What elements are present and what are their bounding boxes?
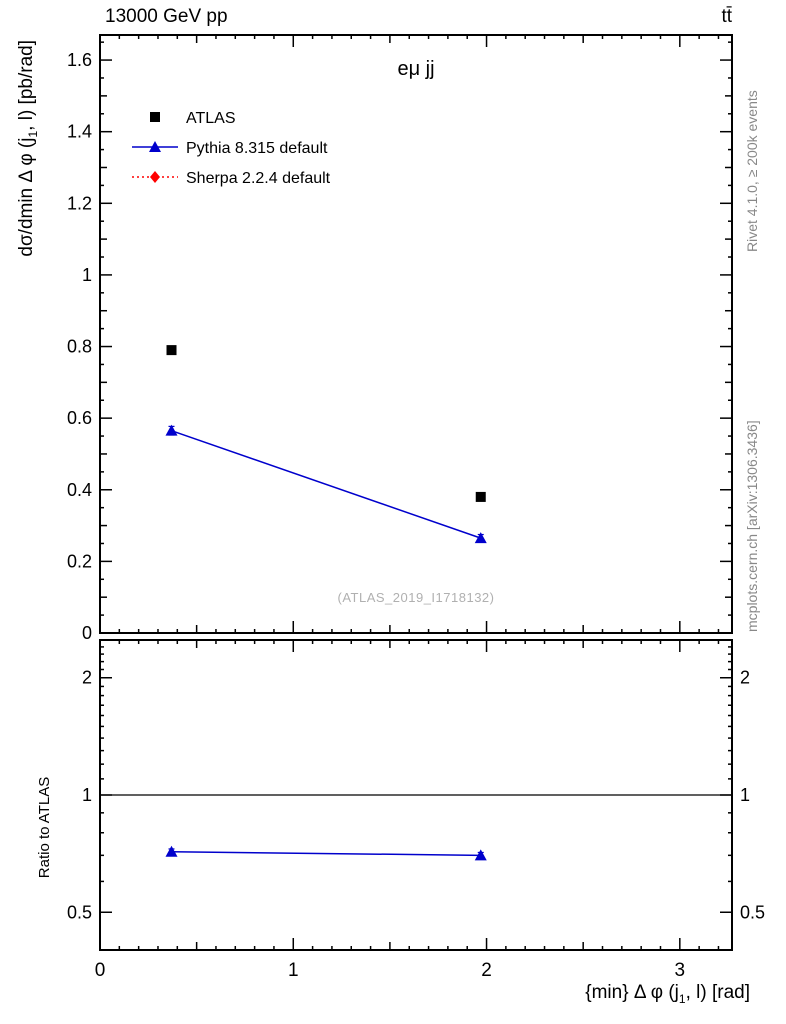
svg-text:1: 1 — [82, 265, 92, 285]
y-axis-label-main: dσ/dmin Δ φ (j — [16, 137, 37, 257]
x-axis-label: {min} Δ φ (j1, l) [rad] — [420, 982, 750, 1006]
y-axis-label: dσ/dmin Δ φ (j1, l) [pb/rad] — [16, 40, 40, 335]
svg-text:0.5: 0.5 — [67, 902, 92, 922]
plot-title: eμ jj — [397, 58, 435, 80]
svg-text:1: 1 — [288, 960, 299, 981]
svg-text:1: 1 — [740, 785, 750, 805]
x-axis-label-sub: 1 — [678, 992, 686, 1006]
y-axis-label-rest: , l) [pb/rad] — [16, 40, 37, 131]
header-process: tt̄ — [721, 6, 732, 27]
rivet-version-label: Rivet 4.1.0, ≥ 200k events — [744, 90, 760, 252]
y-axis-label-sub: 1 — [26, 130, 40, 138]
ratio-y-axis-label: Ratio to ATLAS — [36, 776, 53, 879]
axes-frame — [99, 34, 733, 951]
svg-text:2: 2 — [740, 668, 750, 688]
svg-text:2: 2 — [481, 960, 492, 981]
svg-text:0.5: 0.5 — [740, 902, 765, 922]
svg-text:1.2: 1.2 — [67, 193, 92, 213]
legend-entry-label: Sherpa 2.2.4 default — [186, 170, 331, 187]
svg-text:0.2: 0.2 — [67, 551, 92, 571]
svg-text:0: 0 — [95, 960, 106, 981]
svg-text:0: 0 — [82, 623, 92, 643]
header-beam-energy: 13000 GeV pp — [105, 6, 228, 27]
svg-text:2: 2 — [82, 668, 92, 688]
svg-text:1: 1 — [82, 785, 92, 805]
svg-text:1.4: 1.4 — [67, 122, 92, 142]
mcplots-arxiv-label: mcplots.cern.ch [arXiv:1306.3436] — [744, 420, 760, 632]
x-axis-label-rest: , l) [rad] — [685, 982, 750, 1003]
svg-text:0.6: 0.6 — [67, 408, 92, 428]
main-series — [165, 345, 487, 544]
svg-text:0.4: 0.4 — [67, 480, 92, 500]
legend-entry-label: ATLAS — [186, 110, 236, 127]
x-axis-label-main: {min} Δ φ (j — [585, 982, 679, 1003]
watermark: (ATLAS_2019_I1718132) — [337, 590, 495, 605]
svg-text:3: 3 — [675, 960, 686, 981]
tick-labels: 0 1 2 3 0 0.2 0.4 0.6 0.8 1 1.2 1.4 1.6 0.5 0.5 1 1 2 2 — [67, 50, 765, 981]
legend-entry-label: Pythia 8.315 default — [186, 140, 328, 157]
ratio-series — [100, 794, 732, 861]
svg-text:1.6: 1.6 — [67, 50, 92, 70]
legend: ATLAS Pythia 8.315 default Sherpa 2.2.4 de… — [132, 110, 331, 187]
svg-text:0.8: 0.8 — [67, 337, 92, 357]
